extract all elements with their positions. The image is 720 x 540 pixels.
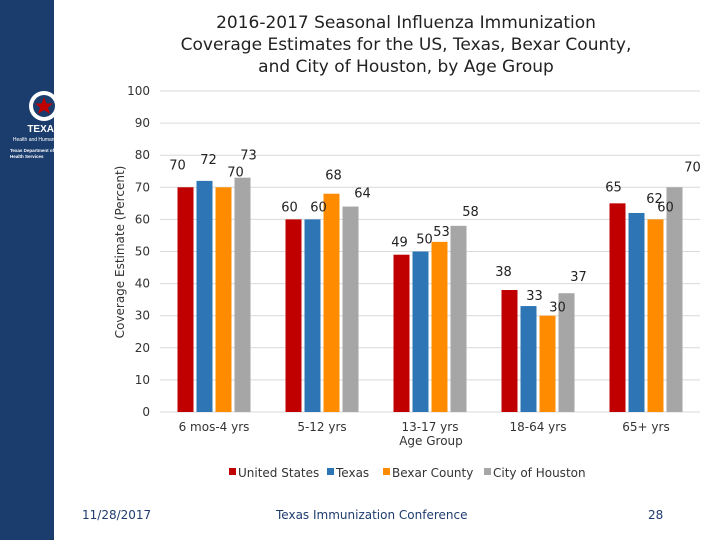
bar [431,241,448,412]
y-tick-label: 20 [135,341,150,355]
y-tick-label: 100 [127,84,150,98]
bar [501,290,518,412]
data-label: 49 [391,236,408,251]
x-tick-label: 5-12 yrs [297,420,346,434]
bar [520,306,537,412]
logo-text-texas: TEXAS [27,124,61,135]
y-tick-label: 70 [135,180,150,194]
data-label: 72 [200,153,217,168]
x-tick-label: 65+ yrs [622,420,669,434]
data-label: 70 [169,158,186,173]
page-number: 28 [648,508,664,522]
bar [558,293,575,412]
bar [342,206,359,412]
data-label: 65 [605,180,622,195]
x-axis-label: Age Group [399,434,463,448]
bar [450,225,467,412]
bar [323,193,340,412]
data-label: 37 [570,270,587,285]
chart-title-line: Coverage Estimates for the US, Texas, Be… [180,35,632,55]
footer-conference: Texas Immunization Conference [276,508,468,522]
bar [539,315,556,412]
star-icon [35,97,53,114]
data-label: 62 [646,192,663,207]
bar [234,177,251,412]
x-tick-label: 13-17 yrs [402,420,459,434]
chart-title-line: and City of Houston, by Age Group [258,57,554,77]
logo-text-hhs: Health and Human Services [13,137,76,143]
data-label: 60 [281,200,298,215]
legend-label: City of Houston [493,466,586,480]
data-label: 38 [495,265,512,280]
y-tick-label: 50 [135,245,150,259]
y-tick-label: 40 [135,277,150,291]
bar [666,187,683,412]
bar [196,180,213,412]
bar [647,219,664,412]
data-label: 70 [227,165,244,180]
y-tick-label: 60 [135,212,150,226]
y-tick-label: 0 [142,405,150,419]
y-tick-label: 90 [135,116,150,130]
chart-title-line: 2016-2017 Seasonal Influenza Immunizatio… [216,13,596,33]
data-label: 58 [462,205,479,220]
data-label: 60 [657,200,674,215]
y-tick-label: 80 [135,148,150,162]
bar [304,219,321,412]
legend-swatch [383,468,390,475]
bar [393,254,410,412]
bar [412,251,429,412]
texas-hhs-logo: TEXAS Health and Human Services Texas De… [10,91,76,159]
data-label: 53 [433,225,450,240]
legend-label: United States [238,466,319,480]
x-tick-label: 18-64 yrs [510,420,567,434]
data-label: 60 [310,200,327,215]
chart-title: 2016-2017 Seasonal Influenza Immunizatio… [120,12,692,78]
x-tick-label: 6 mos-4 yrs [179,420,250,434]
bar [177,187,194,412]
bar [609,203,626,412]
logo-text-dshs-1: Texas Department of State [10,148,67,153]
y-tick-label: 10 [135,373,150,387]
footer-date: 11/28/2017 [82,508,152,522]
legend-swatch [484,468,491,475]
legend-label: Bexar County [392,466,473,480]
bar [628,212,645,412]
bar [215,187,232,412]
legend-swatch [327,468,334,475]
data-label: 33 [526,289,543,304]
data-label: 73 [240,149,257,164]
y-axis-label: Coverage Estimate (Percent) [113,166,127,339]
legend-swatch [229,468,236,475]
sidebar-band [0,0,54,540]
data-label: 30 [549,301,566,316]
y-tick-label: 30 [135,309,150,323]
legend-label: Texas [335,466,369,480]
data-label: 70 [684,160,701,175]
bar [285,219,302,412]
data-label: 50 [416,233,433,248]
data-label: 64 [354,187,371,202]
logo-text-dshs-2: Health Services [10,154,44,159]
data-label: 68 [325,169,342,184]
